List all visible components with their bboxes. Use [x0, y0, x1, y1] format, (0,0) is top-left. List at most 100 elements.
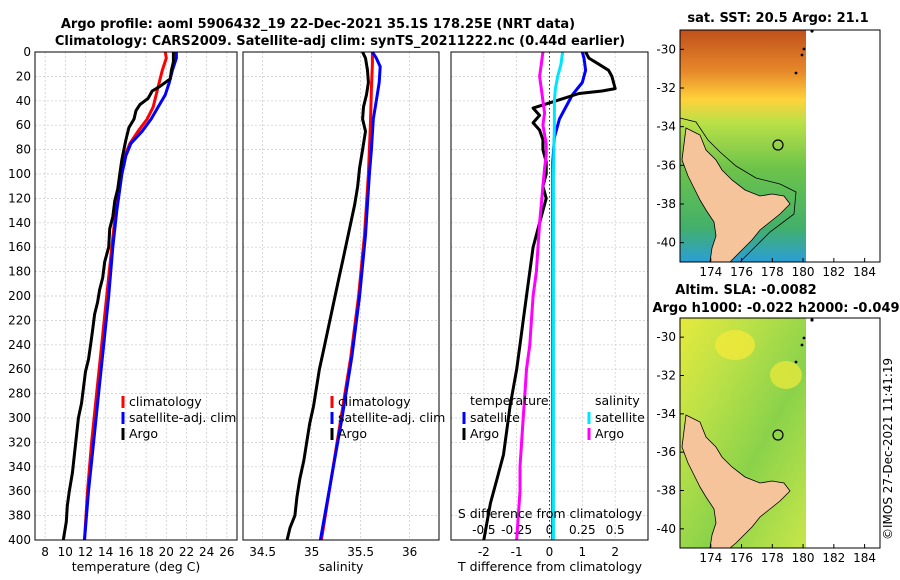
- y-tick-label: 120: [8, 191, 31, 205]
- x-tick-label: 2: [611, 545, 619, 559]
- map-y-tick-label: -40: [656, 236, 676, 250]
- sst-land-north-island: [681, 127, 791, 263]
- salinity-legend: climatology satellite-adj. clim Argo: [330, 394, 445, 441]
- y-tick-label: 180: [8, 265, 31, 279]
- map-y-tick-label: -32: [656, 369, 676, 383]
- y-tick-label: 100: [8, 167, 31, 181]
- y-tick-label: 380: [8, 509, 31, 523]
- map-x-tick-label: 174: [699, 265, 722, 279]
- x-tick-label: -1: [511, 545, 523, 559]
- map-x-tick-label: 178: [761, 551, 784, 565]
- x-tick-label: 22: [179, 545, 194, 559]
- y-tick-label: 320: [8, 435, 31, 449]
- x-tick-label: 18: [138, 545, 153, 559]
- x-tick-label: 34.5: [249, 545, 276, 559]
- sla-island-dot: [794, 360, 798, 364]
- x-tick-label: 26: [219, 545, 234, 559]
- sla-land-north-island: [681, 414, 791, 549]
- legend-satellite-label: satellite-adj. clim: [338, 410, 445, 425]
- legend-s-satellite-label: satellite: [595, 410, 645, 425]
- legend-salinity-title: salinity: [595, 393, 640, 408]
- map-y-tick-label: -40: [656, 522, 676, 536]
- sla-high-patch: [715, 330, 755, 360]
- salinity-panel: 34.5 35 35.5 36: [242, 51, 440, 559]
- y-tick-label: 140: [8, 216, 31, 230]
- panel-frame: [242, 51, 440, 541]
- x-tick-label: 1: [579, 545, 587, 559]
- x-tick-label: -2: [478, 545, 490, 559]
- imos-credit: ©IMOS 27-Dec-2021 11:41:19: [881, 358, 895, 540]
- legend-argo-label: Argo: [338, 426, 367, 441]
- x-tick-label: 24: [199, 545, 214, 559]
- legend-t-satellite-label: satellite: [470, 410, 520, 425]
- y-tick-label: 60: [16, 118, 31, 132]
- map-y-tick-label: -38: [656, 197, 676, 211]
- map-y-tick-label: -34: [656, 407, 676, 421]
- x-top-tick-label: -0.5: [472, 523, 495, 537]
- y-tick-label: 340: [8, 460, 31, 474]
- x-tick-label: 36: [402, 545, 417, 559]
- map-x-tick-label: 182: [822, 265, 845, 279]
- legend-satellite-label: satellite-adj. clim: [129, 410, 236, 425]
- sst-island-dot: [794, 71, 798, 75]
- sla-argo-marker: [772, 429, 784, 441]
- y-tick-label: 200: [8, 289, 31, 303]
- legend-t-argo-label: Argo: [470, 426, 499, 441]
- series-line-satellite-adj-clim: [83, 52, 178, 541]
- sst-map-ticks: 174 176 178 180 182 184 -30 -32 -34 -36 -38 -40: [656, 42, 876, 279]
- temperature-xlabel: temperature (deg C): [72, 559, 201, 574]
- x-tick-label: 10: [58, 545, 73, 559]
- legend-argo-label: Argo: [129, 426, 158, 441]
- figure-title-line1: Argo profile: aoml 5906432_19 22-Dec-202…: [61, 17, 575, 32]
- map-x-tick-label: 184: [853, 265, 876, 279]
- legend-s-argo-label: Argo: [595, 426, 624, 441]
- sla-island-dot: [800, 343, 804, 347]
- sla-map-title-line2: Argo h1000: -0.022 h2000: -0.049: [652, 301, 899, 316]
- map-x-tick-label: 174: [699, 551, 722, 565]
- x-tick-label: 20: [159, 545, 174, 559]
- y-tick-label: 80: [16, 143, 31, 157]
- x-tick-label: 8: [41, 545, 49, 559]
- sst-island-dot: [800, 53, 804, 57]
- sst-map-title: sat. SST: 20.5 Argo: 21.1: [687, 11, 868, 26]
- sst-argo-marker: [772, 139, 784, 151]
- sla-island-dot: [810, 318, 814, 322]
- x-tick-label: 35.5: [347, 545, 374, 559]
- figure-title-line2: Climatology: CARS2009. Satellite-adj cli…: [55, 34, 625, 49]
- y-tick-label: 0: [23, 45, 31, 59]
- y-tick-label: 240: [8, 338, 31, 352]
- sst-map: sat. SST: 20.5 Argo: 21.1 174 176 178 180 18…: [656, 11, 881, 279]
- legend-temperature-title: temperature: [470, 393, 549, 408]
- panel-frame: [450, 51, 649, 541]
- map-x-tick-label: 184: [853, 551, 876, 565]
- map-y-tick-label: -32: [656, 81, 676, 95]
- series-line-s-satellite: [551, 51, 565, 540]
- sla-map: Altim. SLA: -0.0082 Argo h1000: -0.022 h…: [652, 283, 899, 565]
- temperature-panel: 0 20 40 60 80 100 120 140 160 180 200 220 240 260 280 3…: [8, 45, 238, 559]
- map-x-tick-label: 178: [761, 265, 784, 279]
- difference-top-xlabel: S difference from climatology: [458, 506, 643, 521]
- y-tick-label: 160: [8, 240, 31, 254]
- map-y-tick-label: -30: [656, 42, 676, 56]
- map-x-tick-label: 180: [792, 265, 815, 279]
- map-y-tick-label: -30: [656, 330, 676, 344]
- series-line-argo: [61, 52, 175, 541]
- map-x-tick-label: 176: [730, 551, 753, 565]
- difference-legend: temperature satellite Argo salinity sate…: [462, 393, 645, 441]
- x-tick-label: 14: [98, 545, 113, 559]
- y-tick-label: 300: [8, 411, 31, 425]
- sla-island-dot: [802, 336, 806, 340]
- map-y-tick-label: -36: [656, 158, 676, 172]
- temperature-legend: climatology satellite-adj. clim Argo: [121, 394, 236, 441]
- map-x-tick-label: 176: [730, 265, 753, 279]
- difference-xlabel: T difference from climatology: [457, 559, 643, 574]
- series-line-s-argo: [515, 51, 548, 541]
- y-tick-label: 260: [8, 362, 31, 376]
- sla-map-frame: [679, 317, 881, 549]
- legend-climatology-label: climatology: [338, 394, 411, 409]
- y-tick-label: 400: [8, 533, 31, 547]
- y-tick-label: 220: [8, 313, 31, 327]
- y-tick-label: 40: [16, 94, 31, 108]
- difference-panel: -2 -1 0 1 2-0.5 -0.25 0 0.25 0.5: [450, 51, 649, 559]
- map-y-tick-label: -36: [656, 445, 676, 459]
